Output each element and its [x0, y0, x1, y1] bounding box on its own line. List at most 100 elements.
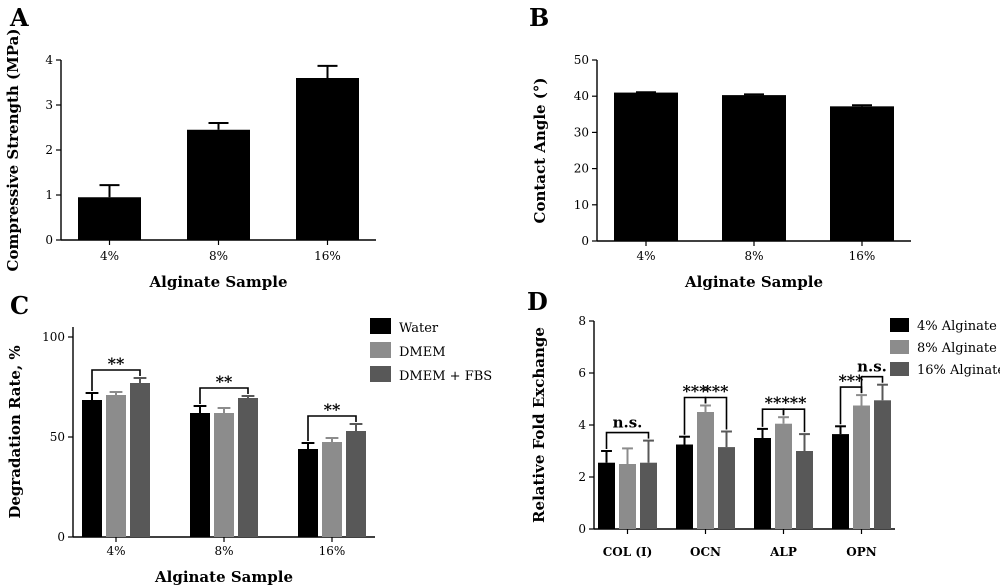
significance-bracket	[91, 369, 141, 391]
bar	[676, 444, 693, 529]
y-axis-title: Relative Fold Exchange	[530, 327, 548, 523]
y-tick-label: 0	[578, 522, 586, 536]
bar	[830, 106, 894, 241]
category-label: OPN	[846, 545, 876, 559]
bar	[214, 413, 234, 537]
panel-d: D 0 2 4 6 8 Relative Fold Exchange COL (I) OCN AL…	[527, 287, 1000, 559]
y-tick-label: 6	[578, 366, 586, 380]
significance-label: ***	[682, 382, 708, 401]
significance-label: n.s.	[613, 414, 643, 432]
y-tick-label: 0	[45, 233, 53, 247]
bar	[130, 383, 150, 537]
significance-label: n.s.	[857, 358, 887, 376]
bar	[106, 395, 126, 537]
y-tick-label: 2	[578, 470, 586, 484]
bar	[619, 464, 636, 529]
y-tick-label: 0	[57, 530, 65, 544]
legend-swatch	[370, 318, 391, 334]
bar	[874, 400, 891, 529]
panel-a: A 0 1 2 3 4 Compressive Strength (MPa) 4% 8% 16% A…	[4, 3, 376, 291]
category-label: 8%	[744, 249, 763, 263]
category-label: 8%	[209, 249, 228, 263]
legend-swatch	[890, 318, 909, 332]
bar	[78, 197, 141, 240]
y-tick-label: 40	[574, 89, 589, 103]
x-axis-title: Alginate Sample	[154, 568, 293, 586]
legend-label: 4% Alginate	[917, 319, 997, 334]
y-axis-title: Compressive Strength (MPa)	[4, 29, 22, 272]
significance-bracket	[307, 415, 357, 441]
significance-label: **	[216, 372, 233, 391]
category-label: 8%	[214, 544, 233, 558]
panel-c: C 0 50 100 Degradation Rate, % 4% 8% 16% Alginat…	[6, 291, 492, 586]
category-label: 4%	[106, 544, 125, 558]
bar	[754, 438, 771, 529]
bar	[697, 412, 714, 529]
y-axis-title: Degradation Rate, %	[6, 345, 24, 518]
significance-bracket	[704, 396, 728, 430]
category-label: 16%	[319, 544, 346, 558]
bar	[640, 462, 657, 529]
y-tick-label: 30	[574, 125, 589, 139]
bar	[598, 462, 615, 529]
legend-label: DMEM	[399, 345, 446, 360]
legend-swatch	[370, 366, 391, 382]
bar	[775, 423, 792, 529]
y-tick-label: 3	[45, 98, 53, 112]
category-label: ALP	[769, 545, 797, 559]
category-label: OCN	[690, 545, 721, 559]
y-tick-label: 50	[574, 53, 589, 67]
x-axis-title: Alginate Sample	[684, 273, 823, 291]
panel-letter: B	[529, 3, 549, 32]
category-label: 4%	[636, 249, 655, 263]
panel-b: B 0 10 20 30 40 50 Contact Angle (°) 4% 8% 16% Algi…	[529, 3, 911, 291]
significance-label: **	[108, 354, 125, 373]
significance-bracket	[605, 431, 650, 449]
significance-label: ***	[781, 393, 807, 412]
significance-bracket	[199, 387, 249, 404]
category-label: 4%	[100, 249, 119, 263]
x-axis-title: Alginate Sample	[149, 273, 288, 291]
legend-label: DMEM + FBS	[399, 369, 492, 384]
bar	[82, 400, 102, 537]
bar	[853, 405, 870, 529]
bar	[298, 449, 318, 537]
bar	[346, 431, 366, 537]
category-label: COL (I)	[603, 545, 653, 559]
significance-label: ***	[838, 371, 864, 390]
y-tick-label: 0	[581, 234, 589, 248]
y-tick-label: 4	[45, 53, 53, 67]
category-label: 16%	[849, 249, 876, 263]
legend-label: Water	[399, 321, 439, 336]
legend-label: 16% Alginate	[917, 363, 1000, 378]
bar	[614, 92, 678, 241]
legend-swatch	[370, 342, 391, 358]
panel-letter: C	[10, 291, 29, 320]
significance-bracket	[782, 408, 806, 433]
bar	[238, 398, 258, 537]
y-tick-label: 50	[50, 430, 65, 444]
legend-swatch	[890, 340, 909, 354]
significance-bracket	[860, 375, 884, 394]
bar	[190, 413, 210, 537]
significance-label: **	[765, 393, 782, 412]
significance-label: ***	[703, 382, 729, 401]
legend-label: 8% Alginate	[917, 341, 997, 356]
y-tick-label: 1	[45, 188, 53, 202]
bar	[832, 434, 849, 529]
bar	[796, 451, 813, 529]
bar	[322, 442, 342, 537]
category-label: 16%	[314, 249, 341, 263]
bar	[296, 78, 359, 240]
y-tick-label: 10	[574, 198, 589, 212]
y-axis-title: Contact Angle (°)	[531, 78, 549, 224]
y-tick-label: 4	[578, 418, 586, 432]
bar	[722, 95, 786, 241]
y-tick-label: 2	[45, 143, 53, 157]
bar	[187, 129, 250, 240]
significance-label: **	[324, 400, 341, 419]
bar	[718, 447, 735, 529]
panel-letter: A	[9, 3, 29, 32]
legend-swatch	[890, 362, 909, 376]
